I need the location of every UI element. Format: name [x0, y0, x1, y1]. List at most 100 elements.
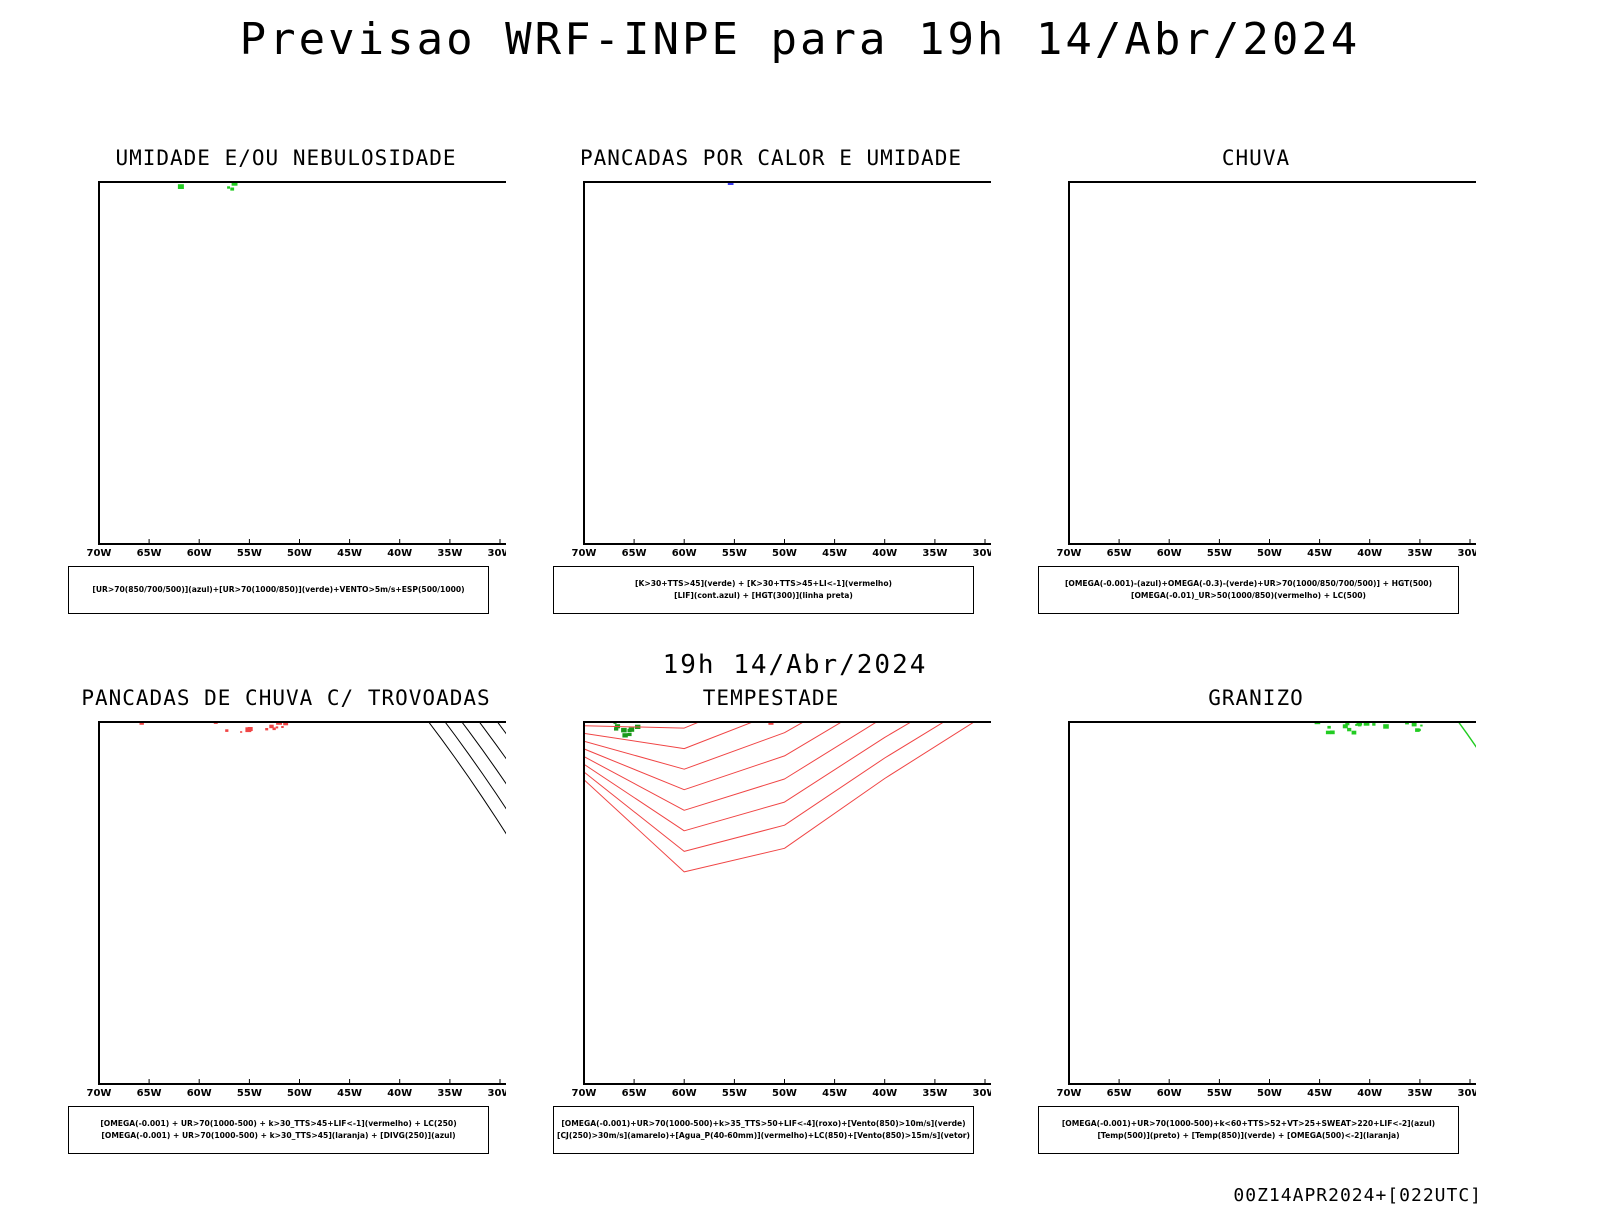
lat-tick-label: 12S [73, 716, 94, 717]
water-contour [772, 716, 777, 720]
strong-wind-area [629, 727, 635, 731]
thunderstorm-area [121, 717, 124, 719]
panel-legend: [K>30+TTS>45](verde) + [K>30+TTS>45+LI<-… [553, 566, 974, 614]
panel-title: PANCADAS POR CALOR E UMIDADE [551, 146, 991, 170]
lon-tick-label: 50W [287, 1088, 312, 1099]
temperature-850-contour [1383, 724, 1389, 729]
lifted-index-contour [744, 176, 750, 180]
map-frame [584, 722, 991, 1084]
lon-tick-label: 65W [622, 548, 647, 559]
map-pancadas-calor: 9680960096809680968095209440936096009600… [551, 176, 991, 591]
water-contour [721, 716, 724, 718]
lon-tick-label: 30W [1458, 548, 1476, 559]
water-contour [584, 716, 991, 718]
lon-tick-label: 50W [772, 1088, 797, 1099]
legend-line: [OMEGA(-0.001) + UR>70(1000-500) + k>30_… [69, 1130, 488, 1142]
temperature-850-contour [1421, 717, 1426, 721]
thunderstorm-area [154, 716, 157, 718]
panel-legend: [OMEGA(-0.001)-(azul)+OMEGA(-0.3)-(verde… [1038, 566, 1459, 614]
water-contour [584, 716, 991, 851]
lon-tick-label: 55W [1207, 548, 1232, 559]
panel-title: GRANIZO [1036, 686, 1476, 710]
strong-wind-area [622, 733, 627, 737]
map-frame [1069, 722, 1476, 1084]
lon-tick-label: 70W [87, 1088, 112, 1099]
legend-line: [OMEGA(-0.001)+UR>70(1000-500)+k>35_TTS>… [554, 1118, 973, 1130]
panel-tempestade: TEMPESTADE 12S15S18S21S24S27S30S33S36S39… [551, 686, 991, 1166]
panel-legend: [OMEGA(-0.001)+UR>70(1000-500)+k<60+TTS>… [1038, 1106, 1459, 1154]
lat-tick-label: 12S [558, 716, 579, 717]
lat-tick-label: 12S [1043, 716, 1064, 717]
lon-tick-label: 30W [488, 1088, 506, 1099]
water-contour [810, 716, 815, 717]
panel-legend: [OMEGA(-0.001) + UR>70(1000-500) + k>30_… [68, 1106, 489, 1154]
map-frame [1069, 182, 1476, 544]
thunderstorm-area [270, 716, 276, 718]
legend-line: [CJ(250)>30m/s](amarelo)+[Agua_P(40-60mm… [554, 1130, 973, 1142]
lon-tick-label: 65W [137, 548, 162, 559]
lon-tick-label: 40W [387, 548, 412, 559]
map-tempestade: 12S15S18S21S24S27S30S33S36S39S42S70W65W6… [551, 716, 991, 1131]
lon-tick-label: 30W [973, 548, 991, 559]
thunderstorm-area [265, 728, 268, 730]
thunderstorm-area [281, 726, 284, 728]
lon-tick-label: 35W [922, 548, 947, 559]
temperature-850-contour [1276, 719, 1279, 721]
lon-tick-label: 40W [387, 1088, 412, 1099]
temperature-850-contour [1326, 731, 1330, 735]
strong-wind-area [621, 728, 627, 733]
lon-tick-label: 55W [722, 548, 747, 559]
water-contour [584, 716, 991, 749]
temperature-850-contour [1412, 723, 1417, 727]
legend-line: [LIF](cont.azul) + [HGT(300)](linha pret… [554, 590, 973, 602]
panel-title: UMIDADE E/OU NEBULOSIDADE [66, 146, 506, 170]
thunderstorm-area [252, 716, 256, 718]
lon-tick-label: 45W [822, 548, 847, 559]
thunderstorm-area [225, 729, 228, 732]
temperature-850-contour [1358, 724, 1362, 727]
lon-tick-label: 55W [1207, 1088, 1232, 1099]
temperature-850-contour [1373, 717, 1379, 721]
lon-tick-label: 40W [872, 548, 897, 559]
thunderstorm-area [200, 716, 204, 717]
lon-tick-label: 45W [337, 1088, 362, 1099]
temperature-850-contour [1352, 731, 1357, 735]
lon-tick-label: 60W [1157, 1088, 1182, 1099]
green-contour-blob [230, 188, 234, 191]
thunderstorm-area [140, 716, 145, 717]
lon-tick-label: 50W [1257, 548, 1282, 559]
green-contour-blob [227, 186, 230, 188]
lon-tick-label: 35W [437, 548, 462, 559]
thunderstorm-area [240, 731, 242, 733]
thunderstorm-area [245, 727, 251, 732]
lon-tick-label: 30W [1458, 1088, 1476, 1099]
map-frame [99, 182, 506, 544]
temperature-850-contour [1330, 731, 1335, 735]
panel-chuva: CHUVA 58858257658257612S15S18S21S24S27S3… [1036, 146, 1476, 626]
lon-tick-label: 70W [572, 548, 597, 559]
lat-tick-label: 12S [73, 176, 94, 177]
map-content [66, 716, 506, 840]
forecast-run-stamp: 00Z14APR2024+[022UTC] [1233, 1185, 1482, 1206]
map-trovoadas: 12S15S18S21S24S27S30S33S36S39S42S70W65W6… [66, 716, 506, 1131]
green-contour-blob [242, 176, 246, 177]
lon-tick-label: 50W [1257, 1088, 1282, 1099]
streamline [99, 716, 506, 789]
lon-tick-label: 40W [872, 1088, 897, 1099]
temperature-850-contour [1420, 725, 1422, 727]
temperature-850-contour [1438, 716, 1442, 719]
lon-tick-label: 70W [1057, 1088, 1082, 1099]
temperature-850-contour [1347, 728, 1351, 731]
lon-tick-label: 40W [1357, 1088, 1382, 1099]
temperature-850-contour [1415, 728, 1420, 732]
strong-wind-area [613, 716, 617, 718]
map-content [551, 716, 991, 872]
lon-tick-label: 45W [822, 1088, 847, 1099]
thunderstorm-area [276, 726, 279, 728]
map-content: 9680960096809680968095209440936096009600… [551, 176, 991, 185]
lon-tick-label: 45W [1307, 1088, 1332, 1099]
lat-tick-label: 12S [1043, 176, 1064, 177]
panel-granizo: GRANIZO 12151291215121512S15S18S21S24S27… [1036, 686, 1476, 1166]
omega-area [1218, 178, 1222, 181]
panel-pancadas-calor: PANCADAS POR CALOR E UMIDADE 96809600968… [551, 146, 991, 626]
